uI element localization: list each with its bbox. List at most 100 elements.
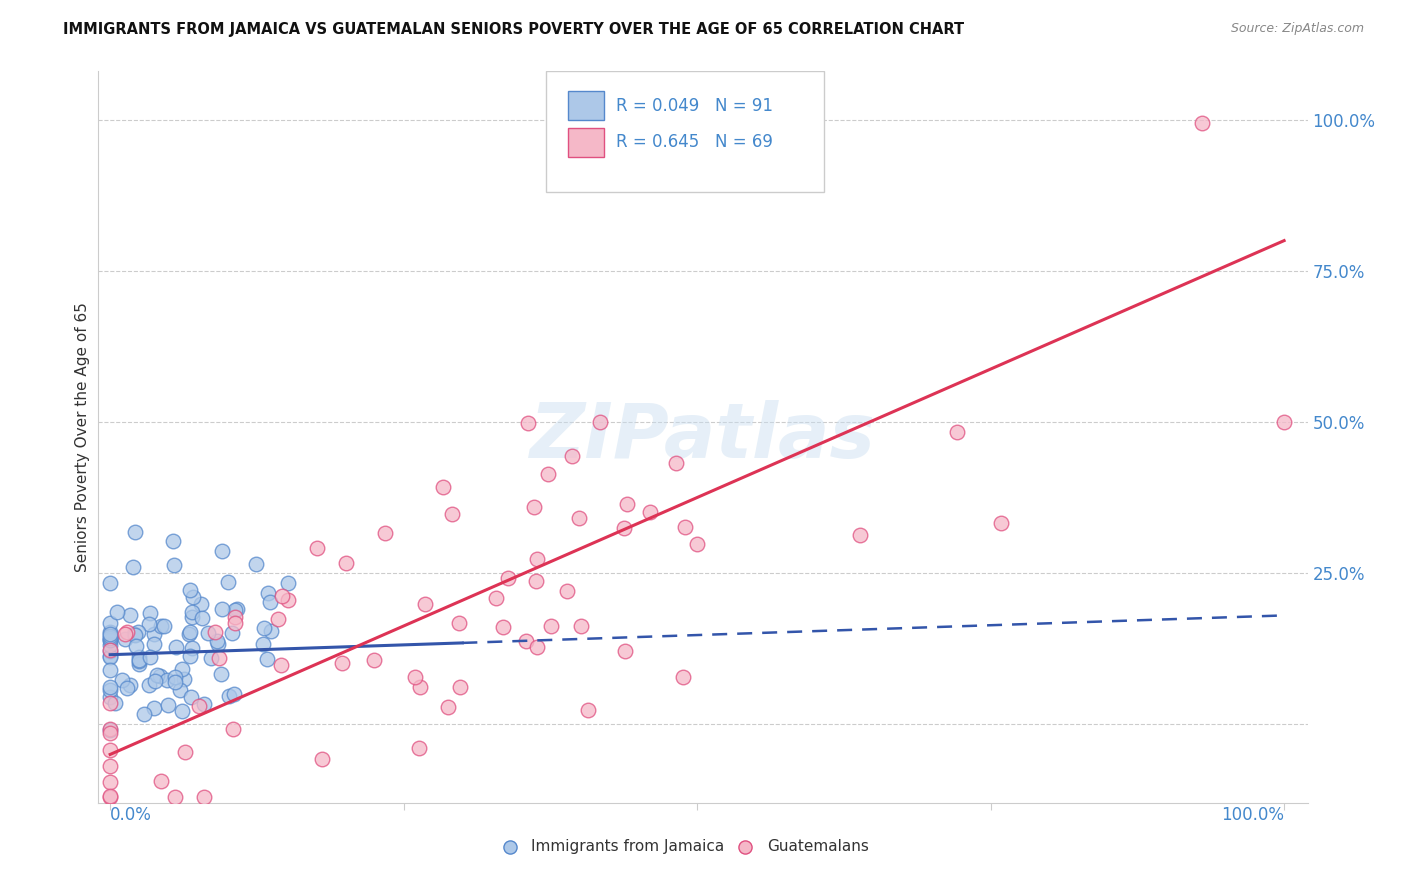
- Text: 100.0%: 100.0%: [1220, 805, 1284, 824]
- Text: 0.0%: 0.0%: [110, 805, 152, 824]
- Point: [209, 667, 232, 681]
- Point: [180, 641, 202, 656]
- Point: [224, 610, 246, 624]
- Point: [127, 625, 149, 640]
- Point: [115, 681, 138, 695]
- Point: [150, 619, 173, 633]
- Point: [138, 617, 160, 632]
- Point: [165, 674, 187, 689]
- Point: [437, 699, 460, 714]
- Point: [205, 634, 228, 648]
- Point: [98, 743, 121, 757]
- Point: [98, 681, 121, 695]
- Point: [222, 722, 245, 736]
- Point: [432, 480, 454, 494]
- Point: [128, 654, 150, 668]
- Point: [98, 663, 121, 677]
- Point: [686, 537, 709, 551]
- Point: [515, 633, 537, 648]
- Y-axis label: Seniors Poverty Over the Age of 65: Seniors Poverty Over the Age of 65: [75, 302, 90, 572]
- Point: [139, 606, 162, 620]
- Point: [98, 683, 121, 698]
- Point: [179, 625, 201, 640]
- Point: [124, 524, 146, 539]
- Point: [149, 668, 172, 682]
- Point: [165, 789, 187, 804]
- Point: [208, 651, 231, 665]
- Point: [568, 511, 591, 525]
- FancyBboxPatch shape: [568, 91, 603, 120]
- Text: Immigrants from Jamaica: Immigrants from Jamaica: [531, 839, 724, 855]
- Point: [115, 625, 138, 640]
- Point: [267, 612, 290, 626]
- Point: [665, 456, 688, 470]
- Point: [138, 649, 160, 664]
- Point: [163, 558, 186, 573]
- Point: [848, 528, 870, 542]
- Point: [1191, 116, 1213, 130]
- Text: R = 0.049   N = 91: R = 0.049 N = 91: [616, 96, 773, 115]
- Point: [98, 723, 121, 737]
- Text: ZIPatlas: ZIPatlas: [530, 401, 876, 474]
- Point: [447, 616, 470, 631]
- Point: [221, 626, 243, 640]
- Point: [222, 687, 245, 701]
- Point: [277, 593, 299, 607]
- Point: [146, 667, 169, 681]
- Point: [256, 652, 278, 666]
- Point: [98, 696, 121, 710]
- Point: [253, 621, 276, 635]
- Point: [561, 449, 583, 463]
- Point: [204, 625, 226, 640]
- Point: [1272, 415, 1295, 429]
- Point: [142, 626, 165, 640]
- Point: [492, 620, 515, 634]
- Point: [174, 745, 197, 759]
- Point: [413, 598, 436, 612]
- Point: [523, 500, 546, 514]
- Point: [132, 707, 155, 722]
- Point: [169, 683, 191, 698]
- Point: [526, 640, 548, 655]
- Point: [128, 649, 150, 664]
- Point: [179, 582, 201, 597]
- Point: [143, 636, 166, 650]
- Point: [98, 615, 121, 630]
- Point: [98, 775, 121, 789]
- Point: [98, 632, 121, 647]
- Point: [440, 507, 463, 521]
- Point: [156, 698, 179, 712]
- Point: [138, 678, 160, 692]
- FancyBboxPatch shape: [546, 71, 824, 192]
- Point: [270, 589, 292, 603]
- Point: [98, 649, 121, 664]
- Point: [537, 467, 560, 482]
- Point: [181, 590, 204, 604]
- Point: [98, 643, 121, 657]
- Point: [245, 557, 267, 571]
- Point: [179, 627, 201, 641]
- Point: [307, 541, 329, 556]
- Point: [98, 649, 121, 664]
- Point: [190, 597, 212, 611]
- Point: [98, 789, 121, 803]
- Point: [111, 673, 134, 688]
- Point: [105, 605, 128, 619]
- Point: [120, 608, 142, 623]
- Point: [191, 611, 214, 625]
- Point: [197, 626, 219, 640]
- Point: [270, 658, 292, 673]
- Point: [153, 619, 176, 633]
- Point: [374, 526, 396, 541]
- Point: [226, 602, 249, 616]
- Point: [128, 657, 150, 672]
- Point: [98, 629, 121, 643]
- Point: [98, 723, 121, 737]
- Point: [114, 632, 136, 647]
- Point: [98, 643, 121, 657]
- Point: [163, 670, 186, 684]
- Point: [332, 656, 354, 670]
- Point: [98, 576, 121, 591]
- Point: [121, 560, 143, 574]
- Point: [616, 497, 638, 511]
